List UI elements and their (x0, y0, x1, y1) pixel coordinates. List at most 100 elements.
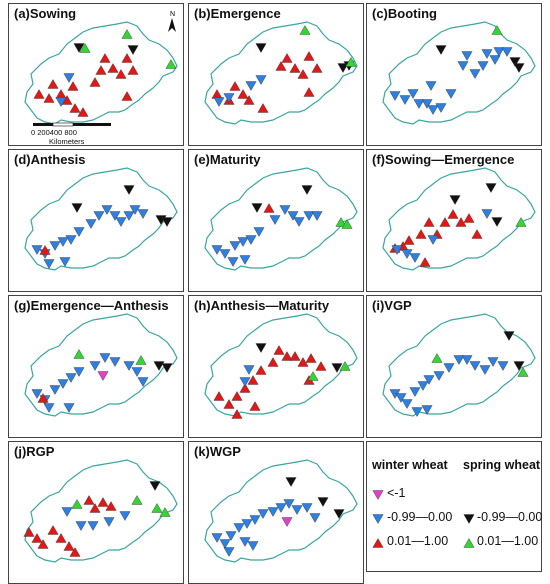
map-canvas (204, 21, 358, 125)
panel-title: (a)Sowing (14, 6, 77, 21)
winter-negative-marker (249, 515, 261, 525)
winter-negative-marker (443, 363, 455, 373)
winter-positive-marker (419, 257, 431, 267)
winter-negative-marker (219, 539, 231, 549)
winter-positive-marker (289, 351, 301, 361)
winter-negative-marker (65, 373, 77, 383)
spring-positive-marker (71, 499, 83, 509)
winter-negative-marker (239, 255, 251, 265)
map-panel-b: (b)Emergence (188, 3, 364, 146)
winter-negative-marker (255, 75, 267, 85)
winter-negative-marker (293, 217, 305, 227)
spring-negative-marker (153, 361, 165, 371)
winter-negative-marker (57, 237, 69, 247)
winter-negative-marker (219, 249, 231, 259)
panel-title: (k)WGP (194, 444, 241, 459)
winter-negative-marker (301, 503, 313, 513)
winter-negative-marker (59, 257, 71, 267)
winter-positive-marker (263, 203, 275, 213)
winter-positive-marker (69, 547, 81, 557)
map-canvas (23, 459, 178, 563)
north-label: N (170, 11, 175, 18)
winter-negative-marker (93, 211, 105, 221)
spring-positive-marker-swatch (463, 536, 475, 554)
panel-title: (e)Maturity (194, 152, 261, 167)
winter-negative-marker (241, 519, 253, 529)
spring-negative-marker (485, 183, 497, 193)
region-outline (204, 313, 358, 417)
winter-negative-marker (109, 211, 121, 221)
legend-label: 0.01—1.00 (387, 534, 449, 548)
map-panel-d: (d)Anthesis (8, 149, 184, 292)
figure-grid: (a)Sowing N 0 200400 800 Kilometers (b)Emerg… (8, 3, 542, 584)
winter-negative-marker (57, 379, 69, 389)
winter-negative-marker (481, 209, 493, 219)
winter-negative-marker (411, 407, 423, 417)
winter-negative-marker (267, 507, 279, 517)
winter-positive-marker (23, 527, 35, 537)
winter-positive-marker (89, 77, 101, 87)
map-panel-j: (j)RGP (8, 441, 184, 584)
winter-negative-marker (427, 235, 439, 245)
map-panel-h: (h)Anthesis—Maturity (188, 295, 364, 438)
winter-positive-marker (289, 63, 301, 73)
winter-negative-marker (223, 547, 235, 557)
winter-negative-marker (223, 93, 235, 103)
map-canvas (382, 21, 536, 125)
winter-negative-marker (233, 523, 245, 533)
spring-negative-marker (123, 185, 135, 195)
winter-negative-marker (291, 505, 303, 515)
winter-positive-marker (107, 63, 119, 73)
winter-negative-marker (211, 245, 223, 255)
map-panel-g: (g)Emergence—Anthesis (8, 295, 184, 438)
winter-positive-marker (239, 383, 251, 393)
winter-positive-marker (31, 533, 43, 543)
winter-positive-marker (67, 81, 79, 91)
winter-positive-marker (121, 91, 133, 101)
winter-positive-marker (455, 217, 467, 227)
spring-negative-marker (317, 497, 329, 507)
winter-positive-marker (257, 103, 269, 113)
winter-positive-marker (249, 401, 261, 411)
winter-negative-marker (237, 237, 249, 247)
winter-below-minus-one-marker (281, 517, 293, 527)
spring-positive-marker (515, 217, 527, 227)
spring-negative-marker-swatch (463, 512, 475, 530)
winter-positive-marker (63, 541, 75, 551)
winter-negative-marker (445, 89, 457, 99)
winter-positive-marker (315, 361, 327, 371)
winter-negative-marker (497, 361, 509, 371)
spring-negative-marker (161, 363, 173, 373)
winter-negative-marker (413, 99, 425, 109)
winter-negative-marker (395, 393, 407, 403)
winter-negative-marker (123, 361, 135, 371)
spring-positive-marker (79, 43, 91, 53)
winter-positive-marker (69, 103, 81, 113)
spring-negative-marker (333, 509, 345, 519)
winter-negative-marker (391, 245, 403, 255)
spring-negative-marker (513, 361, 525, 371)
region-outline (24, 167, 178, 271)
panel-title: (c)Booting (372, 6, 437, 21)
spring-positive-marker (431, 353, 443, 363)
winter-negative-marker (31, 245, 43, 255)
winter-positive-marker (403, 235, 415, 245)
region-outline (382, 21, 536, 125)
map-canvas (382, 313, 536, 417)
spring-positive-marker (517, 367, 529, 377)
winter-negative-marker (211, 533, 223, 543)
legend: winter wheat spring wheat <-1 -0.99—0.00 0.0… (366, 441, 542, 572)
winter-negative-marker (461, 355, 473, 365)
spring-positive-marker (341, 219, 353, 229)
winter-negative-marker (31, 389, 43, 399)
winter-positive-marker (105, 501, 117, 511)
winter-negative-marker (457, 61, 469, 71)
winter-positive-marker (275, 61, 287, 71)
region-outline (204, 459, 358, 563)
spring-negative-marker (435, 45, 447, 55)
winter-negative-marker (99, 353, 111, 363)
winter-negative-marker (453, 355, 465, 365)
winter-negative-marker (229, 241, 241, 251)
winter-negative-marker (137, 377, 149, 387)
map-canvas (382, 167, 536, 271)
